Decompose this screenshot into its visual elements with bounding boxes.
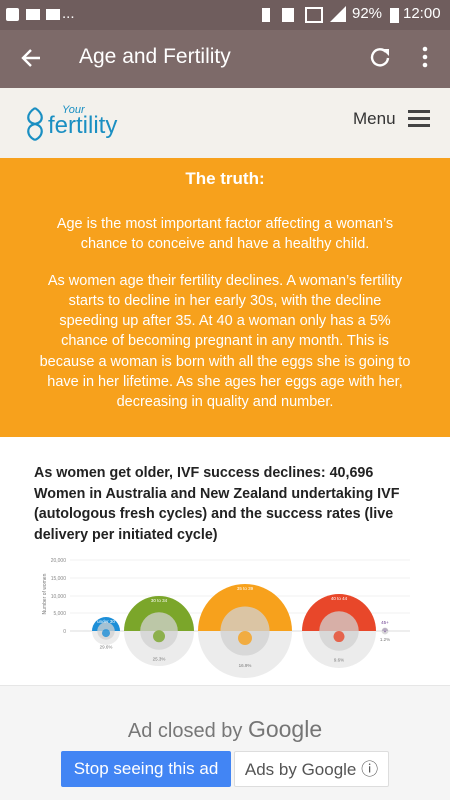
group-label: 45+ <box>381 620 389 625</box>
success-dot <box>238 631 252 646</box>
rate-label: 25.3% <box>153 656 166 661</box>
rate-label: 9.6% <box>334 657 344 662</box>
truth-section: The truth: Age is the most important fac… <box>0 158 450 437</box>
logo-mark <box>27 107 43 142</box>
refresh-button[interactable] <box>368 45 392 69</box>
app-bar: Age and Fertility <box>0 30 450 88</box>
stop-seeing-ad-button[interactable]: Stop seeing this ad <box>61 751 231 787</box>
paragraph: As women age their fertility declines. A… <box>39 272 411 411</box>
status-bar: ... 92% 12:00 <box>0 0 450 30</box>
group-label: under 30 <box>97 619 115 624</box>
paragraph: Age is the most important factor affecti… <box>56 216 394 253</box>
logo-text: fertility <box>48 112 118 139</box>
success-dot <box>102 629 110 638</box>
group-label: 35 to 39 <box>237 586 254 591</box>
chart-section: As women get older, IVF success declines… <box>0 437 450 685</box>
success-circle <box>319 611 359 651</box>
success-circle <box>220 606 270 656</box>
y-tick-label: 0 <box>63 629 66 635</box>
y-tick-label: 20,000 <box>51 558 67 564</box>
system-icons <box>262 6 346 23</box>
battery-level: 92% <box>352 5 383 22</box>
chart-heading: As women get older, IVF success declines… <box>34 465 400 543</box>
menu-icon[interactable] <box>408 109 430 127</box>
y-tick-label: 5,000 <box>53 611 66 617</box>
y-axis-label: Number of women <box>42 573 48 614</box>
notification-icons <box>6 8 60 21</box>
success-dot <box>333 631 345 643</box>
app-title: Age and Fertility <box>79 45 231 68</box>
ads-by-label: Ads by Google <box>244 760 357 779</box>
rate-label: 29.6% <box>100 645 113 650</box>
battery-icon <box>390 8 399 23</box>
ads-by-google-button[interactable]: Ads by Google ⓘ <box>234 751 389 787</box>
logo-small: Your <box>62 104 85 116</box>
group-label: 40 to 44 <box>331 596 348 601</box>
overflow-menu[interactable] <box>420 45 430 69</box>
group-label: 30 to 34 <box>151 598 168 603</box>
ad-area: Ad closed by Google Stop seeing this ad … <box>0 685 450 800</box>
back-button[interactable] <box>20 47 42 69</box>
ad-closed-text: Ad closed by <box>127 720 243 742</box>
menu-label[interactable]: Menu <box>353 109 396 128</box>
y-tick-label: 10,000 <box>51 594 67 600</box>
rate-label: 1.2% <box>380 637 390 642</box>
truth-heading: The truth: <box>185 169 265 188</box>
site-header: Your fertility Menu <box>0 88 450 158</box>
google-brand: Google <box>247 716 323 742</box>
success-dot <box>153 630 165 643</box>
y-tick-label: 15,000 <box>51 576 67 582</box>
clock: 12:00 <box>403 5 441 22</box>
bubble-chart: Number of women 20,000 15,000 10,000 5,000 0… <box>42 558 410 678</box>
rate-label: 16.9% <box>239 663 252 668</box>
success-dot <box>384 630 386 633</box>
more-notifications: ... <box>62 5 75 22</box>
ad-closed: Ad closed by Google <box>0 716 450 743</box>
